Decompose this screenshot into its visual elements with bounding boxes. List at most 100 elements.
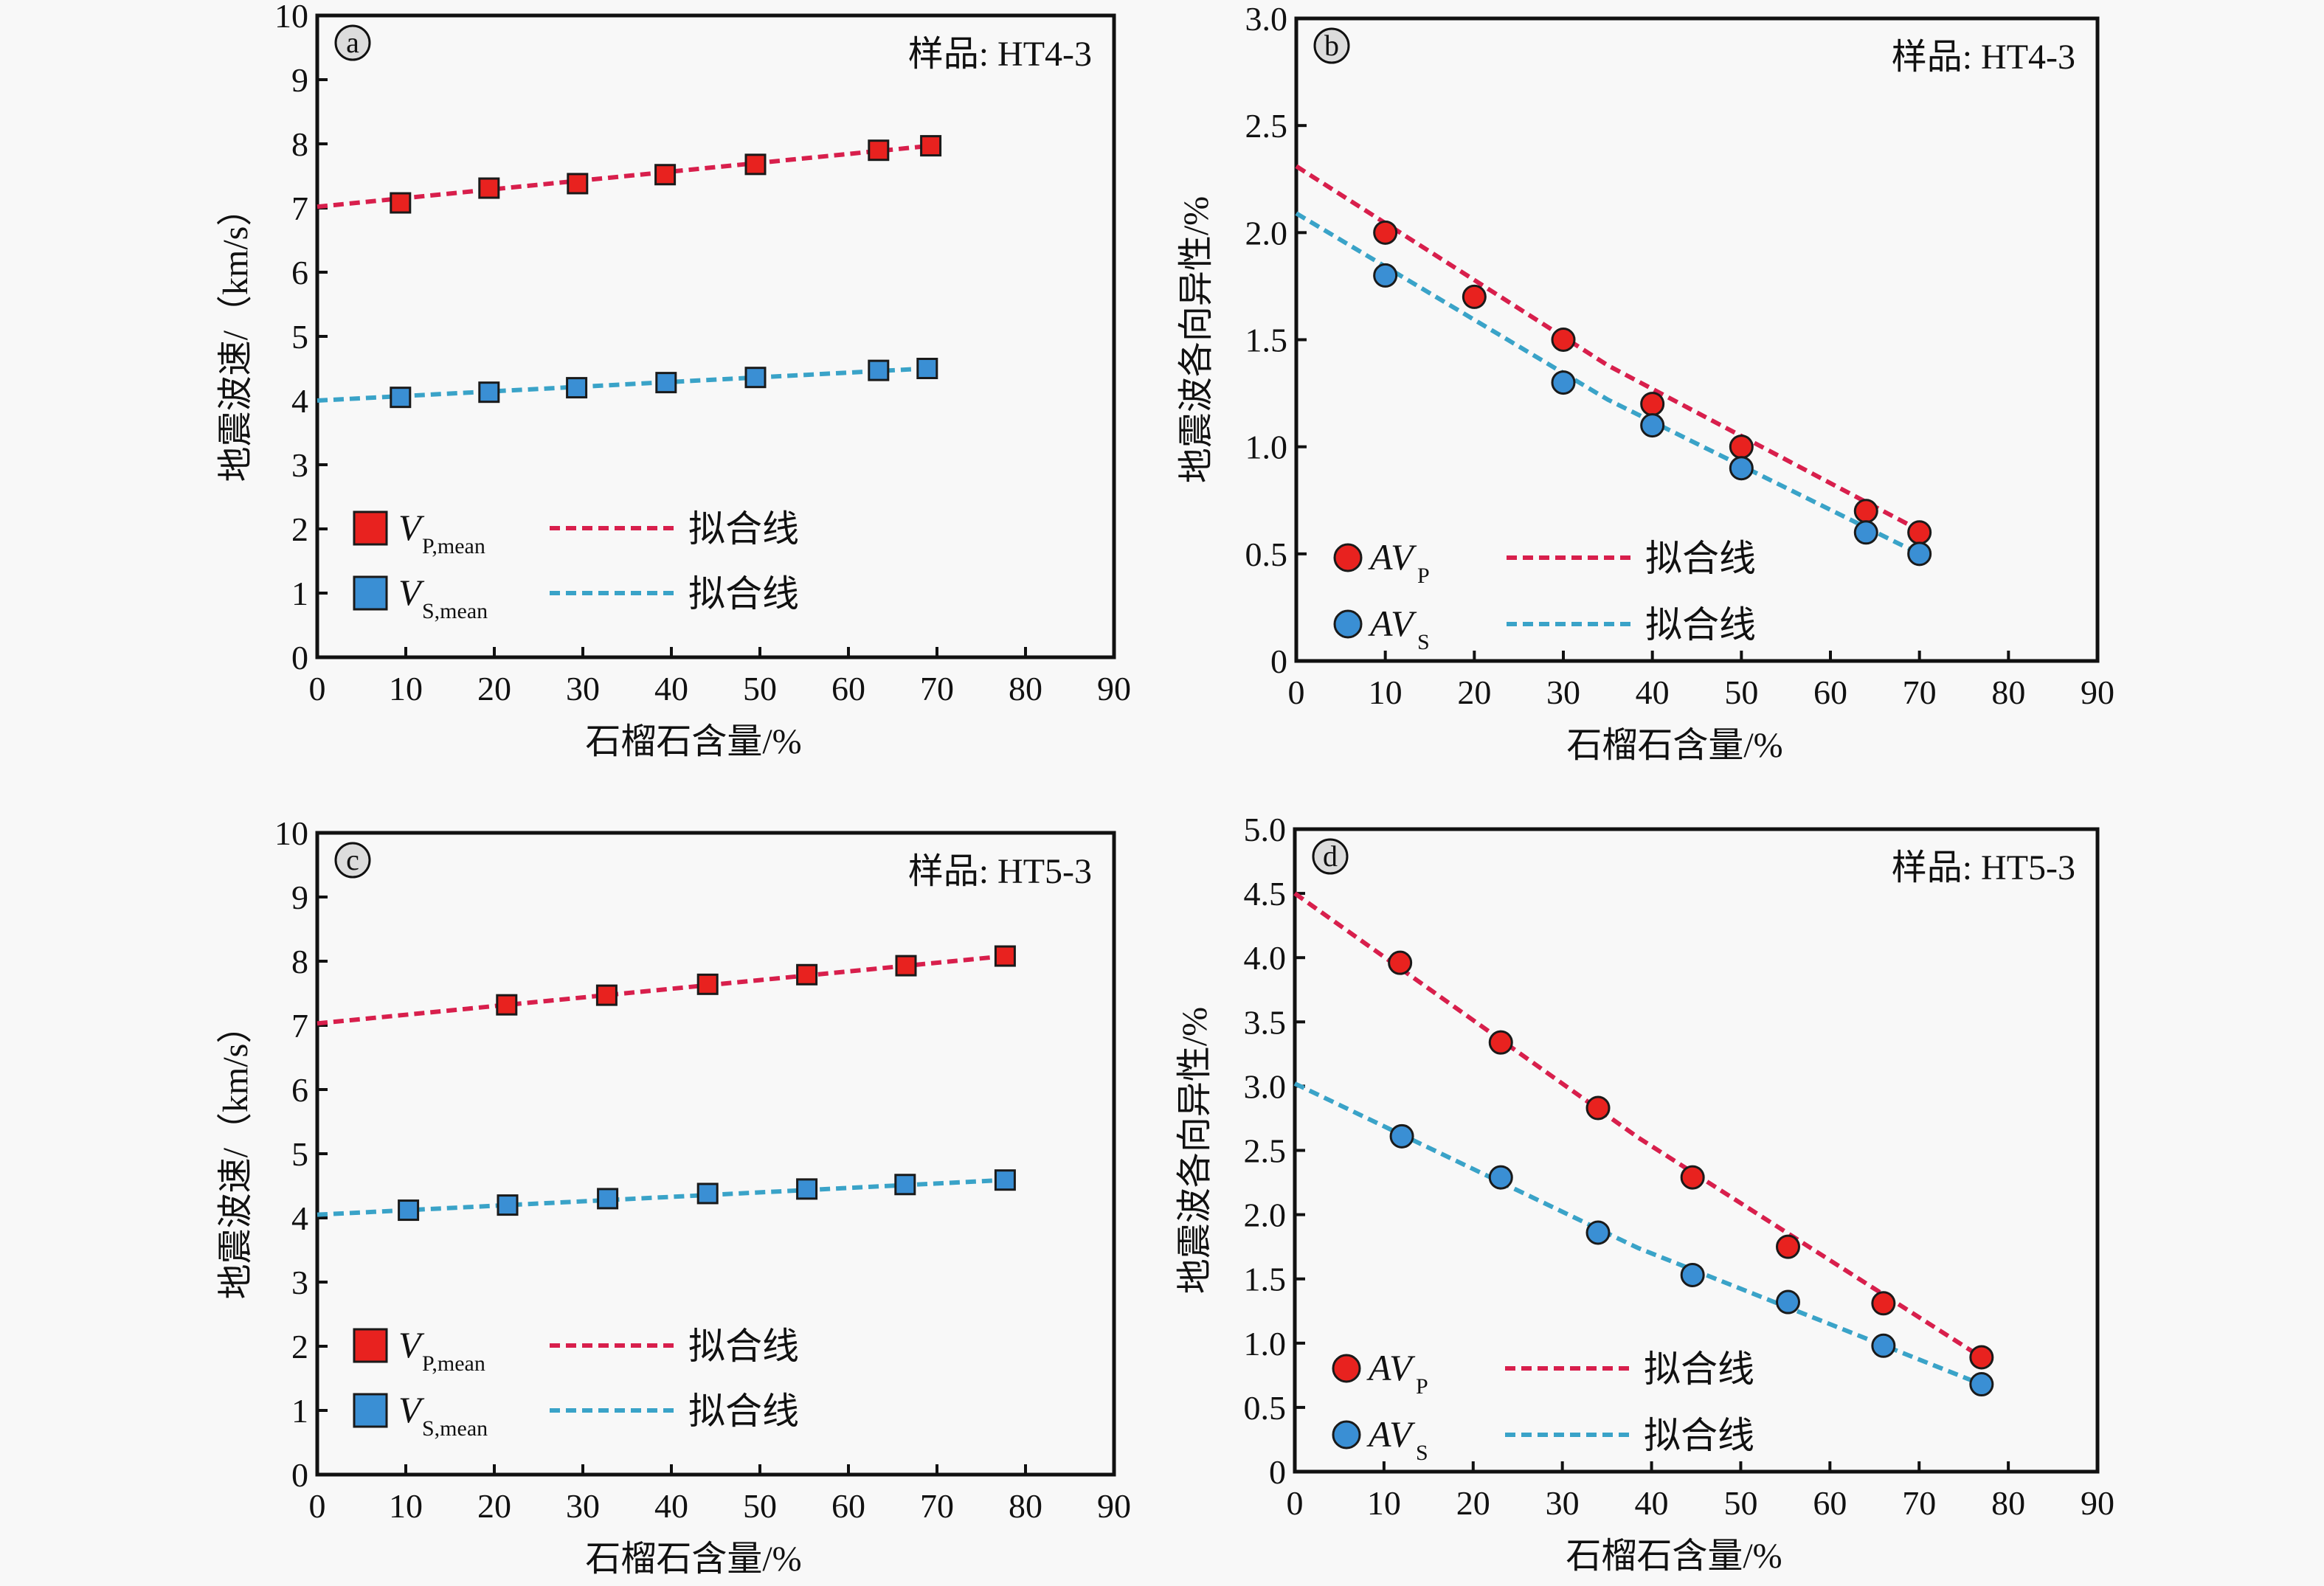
fit-line (1295, 164, 1921, 533)
y-tick-label: 4.5 (1244, 875, 1287, 913)
y-tick-label: 3.0 (1244, 1067, 1287, 1105)
y-tick-label: 0 (1269, 1453, 1286, 1491)
data-point (1551, 328, 1576, 352)
data-point (916, 358, 938, 379)
y-tick-label: 3 (291, 446, 308, 484)
data-point (1389, 1123, 1414, 1149)
x-tick-label: 10 (389, 1487, 423, 1525)
data-point (1680, 1165, 1705, 1190)
data-point (390, 387, 412, 409)
y-tick-label: 9 (291, 879, 308, 916)
panel-letter-badge: b (1313, 27, 1350, 64)
data-point (868, 139, 890, 162)
data-point (1969, 1345, 1994, 1370)
data-point (895, 955, 917, 977)
sample-label: 样品: HT5-3 (1892, 848, 2075, 887)
y-tick-label: 1 (291, 1392, 308, 1430)
x-tick-label: 0 (1287, 1484, 1304, 1522)
panel-letter-badge: c (334, 842, 371, 879)
legend-fit-label: 拟合线 (688, 1326, 799, 1367)
data-point (1907, 520, 1932, 545)
x-axis-title: 石榴石含量/% (1566, 1537, 1782, 1576)
legend-entry: AV P 拟合线 (1333, 536, 1756, 588)
data-point (1388, 950, 1413, 975)
legend-fit-label: 拟合线 (688, 1391, 799, 1432)
x-tick-label: 40 (1636, 673, 1670, 711)
data-point (994, 945, 1016, 967)
x-tick-label: 20 (477, 670, 511, 707)
series-s (1295, 211, 1932, 567)
data-point (1871, 1291, 1896, 1316)
x-tick-label: 80 (1009, 1487, 1042, 1525)
legend-marker (1332, 1420, 1361, 1450)
x-tick-label: 60 (1813, 673, 1847, 711)
data-point (1488, 1030, 1513, 1055)
legend-entry: AV S 拟合线 (1333, 603, 1756, 654)
y-tick-label: 10 (274, 0, 308, 35)
plot-frame (315, 831, 1116, 1477)
x-axis: 0 10 20 30 40 50 60 70 80 90 (309, 647, 1131, 707)
x-tick-label: 30 (1546, 1484, 1580, 1522)
y-tick-label: 8 (291, 943, 308, 980)
data-point (390, 192, 412, 214)
x-tick-label: 50 (1723, 1484, 1757, 1522)
data-point (595, 984, 618, 1006)
y-axis: 0 0.5 1.0 1.5 2.0 2.5 3.0 (1245, 0, 1307, 680)
data-point (1969, 1372, 1994, 1397)
panel-letter-circle (1313, 27, 1350, 64)
legend-subscript: S,mean (422, 599, 488, 623)
legend-marker (1333, 609, 1363, 639)
sample-label: 样品: HT5-3 (908, 852, 1092, 891)
x-axis: 0 10 20 30 40 50 60 70 80 90 (1288, 651, 2114, 711)
fit-line (317, 954, 1006, 1026)
y-tick-label: 5.0 (1244, 811, 1287, 848)
y-axis: 0 1 2 3 4 5 6 7 8 9 10 (274, 814, 328, 1494)
legend-subscript: P (1416, 1374, 1428, 1399)
x-tick-label: 10 (1369, 673, 1403, 711)
data-point (1373, 220, 1398, 245)
x-tick-label: 50 (743, 1487, 777, 1525)
series-p (1295, 164, 1932, 545)
panel-letter: b (1324, 29, 1339, 62)
x-tick-label: 90 (1097, 1487, 1131, 1525)
panel-letter-circle (334, 842, 371, 879)
panel-letter: c (346, 843, 359, 876)
data-point (1680, 1262, 1705, 1287)
x-tick-label: 90 (2081, 1484, 2114, 1522)
data-point (920, 135, 942, 157)
data-point (868, 359, 890, 381)
data-point (894, 1174, 916, 1196)
y-tick-label: 4.0 (1244, 939, 1287, 977)
legend-label: V (398, 507, 425, 548)
x-tick-label: 30 (1546, 673, 1580, 711)
y-tick-label: 1 (291, 575, 308, 612)
legend-subscript: P,mean (422, 534, 485, 558)
data-point (696, 973, 719, 995)
x-tick-label: 60 (1813, 1484, 1847, 1522)
legend-subscript: S (1417, 630, 1430, 654)
y-axis-title: 地震波速/（km/s） (216, 191, 255, 482)
x-tick-label: 40 (654, 1487, 688, 1525)
data-point (1776, 1289, 1801, 1315)
x-tick-label: 70 (920, 1487, 954, 1525)
data-point (1729, 434, 1754, 460)
legend-marker (353, 510, 388, 546)
data-point (744, 153, 767, 176)
y-tick-label: 2 (291, 1328, 308, 1365)
y-tick-label: 0 (291, 639, 308, 676)
y-tick-label: 4 (291, 1199, 308, 1237)
series-p (317, 945, 1016, 1026)
legend-subscript: S,mean (422, 1416, 488, 1441)
sample-label: 样品: HT4-3 (908, 35, 1092, 74)
x-tick-label: 70 (920, 670, 954, 707)
x-axis-title: 石榴石含量/% (1566, 726, 1782, 765)
x-tick-label: 70 (1903, 673, 1937, 711)
y-tick-label: 2.0 (1245, 214, 1288, 252)
legend-entry: V S,mean 拟合线 (353, 1389, 799, 1441)
data-point (1907, 541, 1932, 567)
y-tick-label: 7 (291, 1007, 308, 1045)
data-point (1640, 413, 1665, 438)
y-tick-label: 0.5 (1244, 1389, 1287, 1427)
panel-letter: d (1323, 839, 1338, 873)
legend-subscript: P,mean (422, 1351, 485, 1376)
